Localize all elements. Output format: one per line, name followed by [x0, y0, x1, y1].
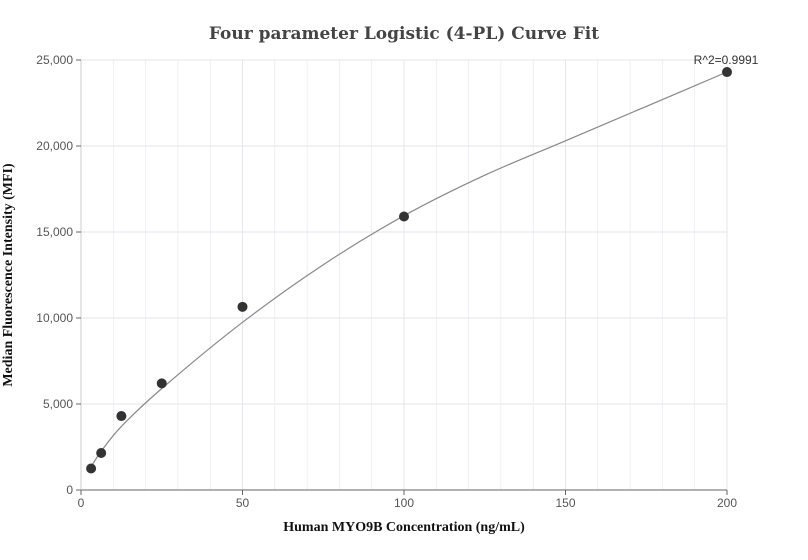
y-axis-title: Median Fluorescence Intensity (MFI): [1, 163, 16, 387]
x-tick-labels: 0 50 100 150 200: [78, 496, 738, 510]
data-point: [156, 378, 167, 389]
data-points: [86, 67, 732, 474]
data-point: [722, 67, 732, 78]
x-tick-label: 150: [555, 496, 575, 510]
x-tick-label: 200: [717, 496, 737, 510]
data-point: [86, 463, 97, 474]
chart-title: Four parameter Logistic (4-PL) Curve Fit: [209, 24, 599, 44]
data-point: [96, 448, 107, 459]
fit-curve-line: [90, 71, 728, 468]
y-tick-label: 5,000: [43, 397, 73, 411]
axes: [76, 59, 728, 495]
y-tick-label: 10,000: [36, 311, 73, 325]
r-squared-annotation: R^2=0.9991: [694, 53, 759, 67]
y-tick-label: 15,000: [36, 225, 73, 239]
data-point: [399, 211, 409, 222]
data-point: [237, 301, 248, 312]
data-point: [116, 411, 127, 422]
x-tick-label: 100: [394, 496, 414, 510]
grid: [81, 59, 728, 490]
y-tick-label: 25,000: [36, 53, 73, 67]
y-tick-labels: 0 5,000 10,000 15,000 20,000 25,000: [36, 53, 73, 497]
y-tick-label: 20,000: [36, 139, 73, 153]
x-tick-label: 0: [78, 496, 85, 510]
y-tick-label: 0: [66, 483, 73, 497]
x-axis-title: Human MYO9B Concentration (ng/mL): [283, 520, 525, 535]
x-tick-label: 50: [236, 496, 250, 510]
